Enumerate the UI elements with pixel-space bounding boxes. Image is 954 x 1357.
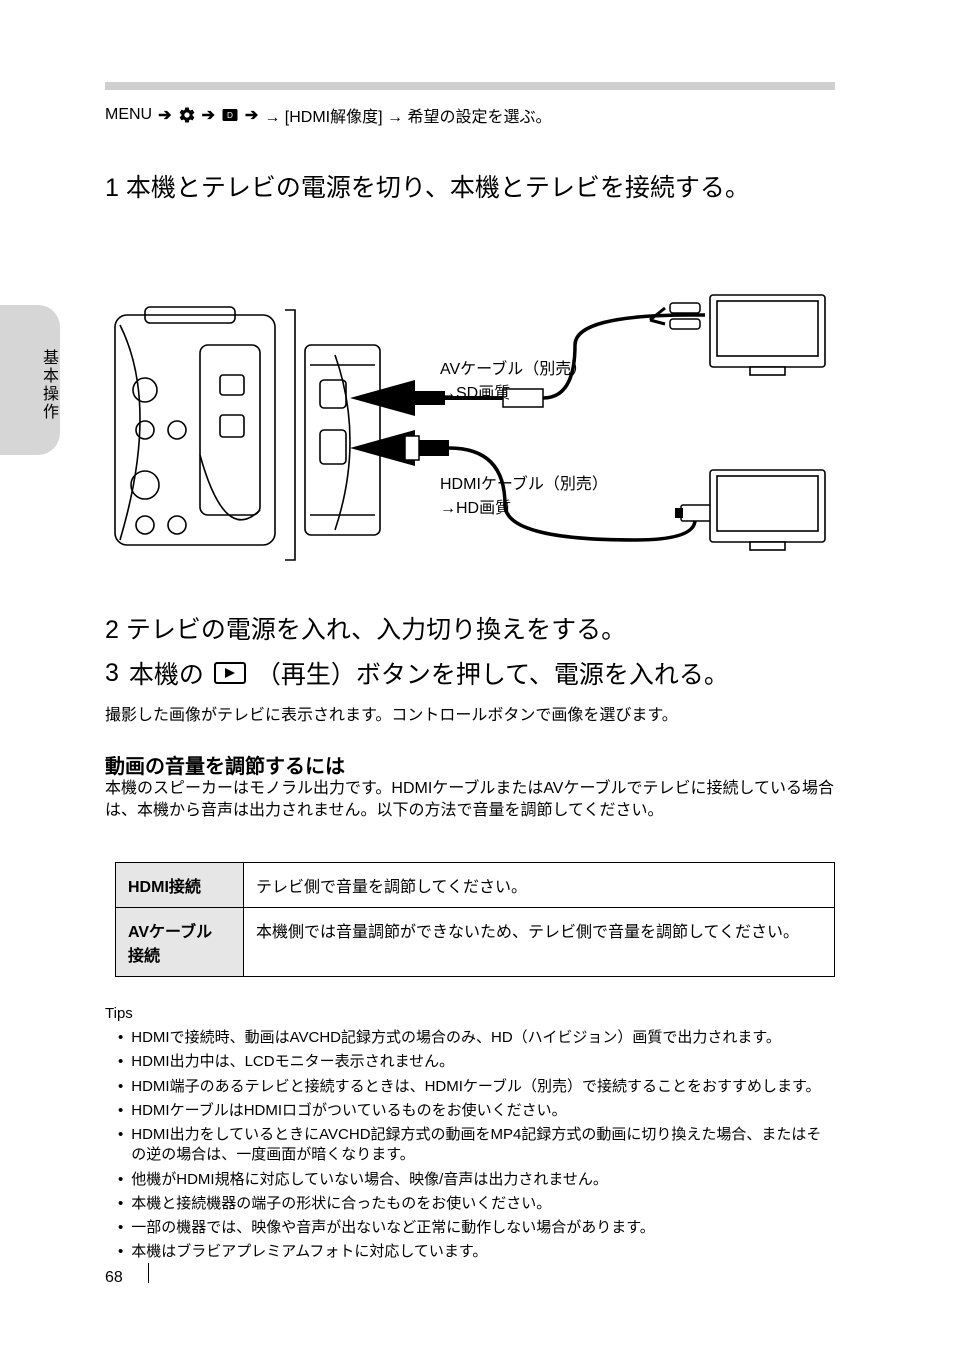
step-number: 2 [105,616,119,644]
tips-list: •HDMIで接続時、動画はAVCHD記録方式の場合のみ、HD（ハイビジョン）画質… [118,1028,835,1267]
gear-icon [178,106,196,124]
step-3-body: 撮影した画像がテレビに表示されます。コントロールボタンで画像を選びます。 [105,701,835,725]
list-item: •HDMI出力をしているときにAVCHD記録方式の動画をMP4記録方式の動画に切… [118,1125,835,1166]
table-row: HDMI接続 テレビ側で音量を調節してください。 [116,863,835,908]
volume-heading: 動画の音量を調節するには [105,750,345,779]
arrow-icon: ➔ [158,105,171,125]
footer-divider [148,1263,149,1283]
step-2: 2 テレビの電源を入れ、入力切り換えをする。 [105,610,835,654]
menu-target: → [HDMI解像度] → 希望の設定を選ぶ。 [264,103,551,127]
list-item: •HDMI出力中は、LCDモニター表示されません。 [118,1052,835,1072]
list-item: •他機がHDMI規格に対応していない場合、映像/音声は出力されません。 [118,1170,835,1190]
display-settings-icon: D [221,106,239,124]
menu-label: MENU [105,106,152,124]
tips-heading: Tips [105,1005,133,1022]
step-title-suffix: （再生）ボタンを押して、電源を入れる。 [256,655,729,691]
list-item: •HDMIケーブルはHDMIロゴがついているものをお使いください。 [118,1101,835,1121]
header-divider [105,82,835,90]
list-item: •一部の機器では、映像や音声が出ないなど正常に動作しない場合があります。 [118,1218,835,1238]
page-number: 68 [105,1269,123,1287]
av-cable-label: AVケーブル（別売） →SD画質 [440,355,587,403]
list-item: •HDMIで接続時、動画はAVCHD記録方式の場合のみ、HD（ハイビジョン）画質… [118,1028,835,1048]
playback-icon [214,662,246,684]
connection-diagram: AVケーブル（別売） →SD画質 HDMIケーブル（別売） →HD画質 [105,285,835,585]
list-item: •本機と接続機器の端子の形状に合ったものをお使いください。 [118,1194,835,1214]
list-item: •HDMI端子のあるテレビと接続するときは、HDMIケーブル（別売）で接続するこ… [118,1077,835,1097]
table-cell: テレビ側で音量を調節してください。 [244,863,835,908]
hdmi-cable-label: HDMIケーブル（別売） →HD画質 [440,470,608,518]
svg-text:D: D [227,111,233,120]
step-3: 3 本機の （再生）ボタンを押して、電源を入れる。 撮影した画像がテレビに表示さ… [105,655,835,725]
volume-table: HDMI接続 テレビ側で音量を調節してください。 AVケーブル 接続 本機側では… [115,862,835,977]
side-tab: 基本操作 [0,305,60,455]
table-header-cell: HDMI接続 [116,863,244,908]
menu-path: MENU ➔ ➔ D ➔ → [HDMI解像度] → 希望の設定を選ぶ。 [105,103,551,127]
list-item: •本機はブラビアプレミアムフォトに対応しています。 [118,1242,835,1262]
step-title-prefix: 本機の [129,655,204,691]
arrow-icon: ➔ [245,105,258,125]
table-header-cell: AVケーブル 接続 [116,908,244,977]
step-number: 1 [105,174,119,202]
step-1: 1 本機とテレビの電源を切り、本機とテレビを接続する。 [105,168,835,212]
table-cell: 本機側では音量調節ができないため、テレビ側で音量を調節してください。 [244,908,835,977]
table-row: AVケーブル 接続 本機側では音量調節ができないため、テレビ側で音量を調節してく… [116,908,835,977]
step-title: テレビの電源を入れ、入力切り換えをする。 [126,616,626,644]
volume-body: 本機のスピーカーはモノラル出力です。HDMIケーブルまたはAVケーブルでテレビに… [105,778,835,821]
arrow-icon: ➔ [202,105,215,125]
step-title: 本機とテレビの電源を切り、本機とテレビを接続する。 [126,174,750,202]
step-number: 3 [105,659,119,688]
